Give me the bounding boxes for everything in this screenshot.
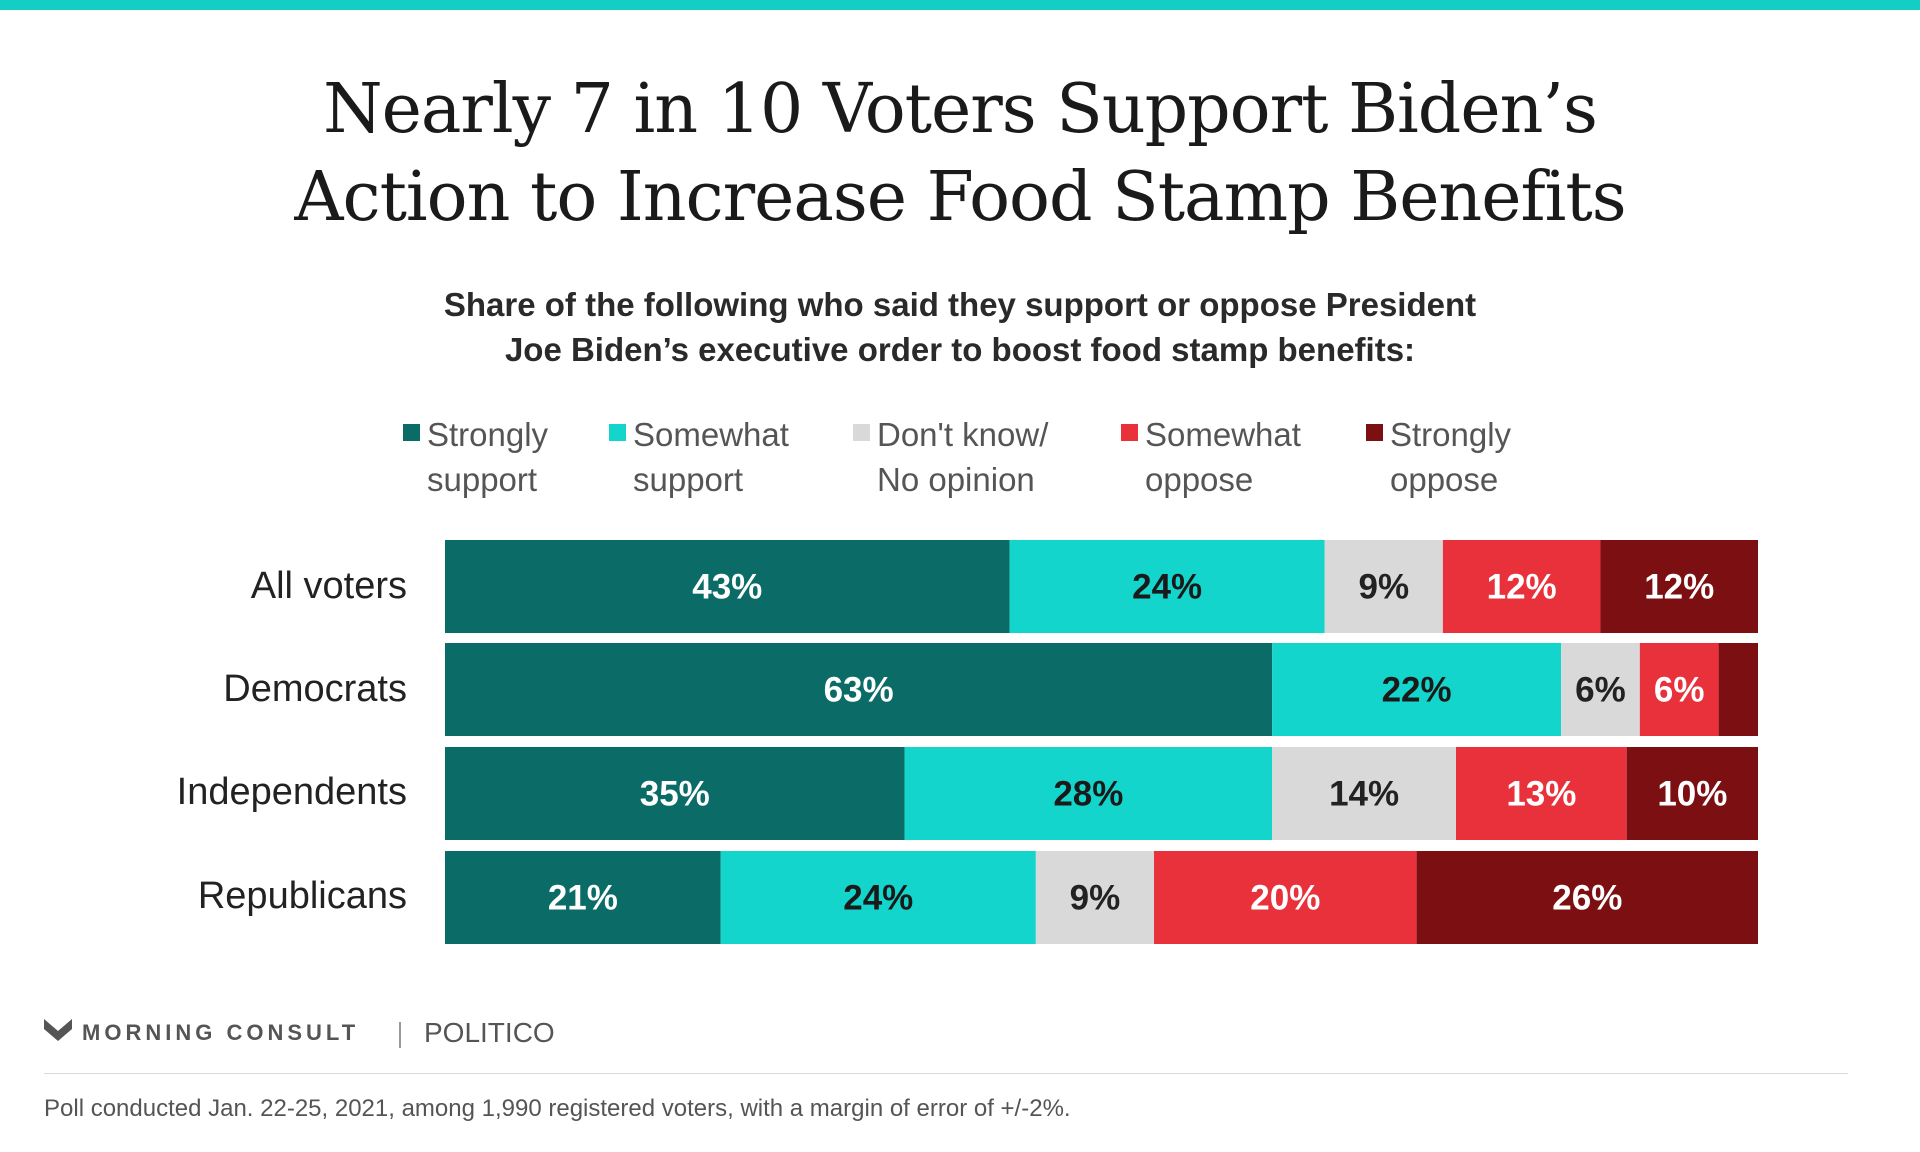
- chart-subtitle-line-2: Joe Biden’s executive order to boost foo…: [504, 331, 1416, 368]
- chart-subtitle: Share of the following who said they sup…: [0, 282, 1920, 372]
- legend-label-line-1: Strongly: [1390, 416, 1512, 453]
- chart-title-line-1: Nearly 7 in 10 Voters Support Biden’s: [323, 70, 1598, 149]
- bar-segment: [1272, 747, 1457, 840]
- bar-value-label: 9%: [1358, 568, 1409, 607]
- legend-swatch: [1366, 424, 1383, 441]
- bar-value-label: 43%: [692, 568, 762, 607]
- bar-value-label: 6%: [1654, 671, 1705, 710]
- bar-value-label: 9%: [1070, 879, 1121, 918]
- bar-segment: [904, 747, 1273, 840]
- legend-label-line-2: oppose: [1145, 461, 1254, 498]
- bar-segment: [445, 540, 1010, 633]
- bar-value-label: 21%: [548, 879, 618, 918]
- legend-label: Somewhat oppose: [1145, 412, 1301, 502]
- bar-value-label: 12%: [1644, 568, 1714, 607]
- bar-value-label: 26%: [1552, 879, 1622, 918]
- legend-label-line-1: Strongly: [427, 416, 549, 453]
- bar-value-label: 24%: [843, 879, 913, 918]
- legend-label: Somewhat support: [633, 412, 789, 502]
- bar-segment: [1600, 540, 1758, 633]
- bar-value-label: 28%: [1053, 775, 1123, 814]
- legend-label: Strongly support: [427, 412, 548, 502]
- bar-segment: [720, 851, 1036, 944]
- legend-swatch: [403, 424, 420, 441]
- legend-label: Don't know/ No opinion: [877, 412, 1048, 502]
- bar-segment: [445, 643, 1273, 736]
- bar-value-label: 14%: [1329, 775, 1399, 814]
- bar-value-label: 6%: [1575, 671, 1626, 710]
- bar-segment: [1154, 851, 1417, 944]
- chart-title: Nearly 7 in 10 Voters Support Biden’s Ac…: [0, 66, 1920, 242]
- legend-label-line-1: Don't know/: [877, 416, 1049, 453]
- legend-label-line-2: support: [633, 461, 744, 498]
- legend-label-line-2: oppose: [1390, 461, 1499, 498]
- morning-consult-logo-icon: [44, 1019, 72, 1041]
- bar-value-label: 12%: [1487, 568, 1557, 607]
- bar-segment: [1626, 747, 1758, 840]
- bar-value-label: 10%: [1657, 775, 1727, 814]
- bar-value-label: 13%: [1506, 775, 1576, 814]
- source-note: Poll conducted Jan. 22-25, 2021, among 1…: [44, 1095, 1071, 1122]
- bar-segment: [445, 747, 905, 840]
- legend-label-line-1: Somewhat: [1145, 416, 1301, 453]
- bar-segment: [1639, 643, 1719, 736]
- bar-segment: [1035, 851, 1155, 944]
- legend-label-line-2: No opinion: [877, 461, 1035, 498]
- bar-segment: [1009, 540, 1325, 633]
- bar-segment: [1416, 851, 1758, 944]
- partner-name: POLITICO: [424, 1017, 555, 1048]
- bar-segment: [1272, 643, 1562, 736]
- bar-segment: [1718, 643, 1758, 736]
- bar-segment: [1561, 643, 1640, 736]
- legend-label: Strongly oppose: [1390, 412, 1511, 502]
- legend-label-line-1: Somewhat: [633, 416, 789, 453]
- top-accent-bar: [0, 0, 1920, 10]
- bar-value-label: 22%: [1382, 671, 1452, 710]
- row-label-independents: Independents: [176, 771, 407, 813]
- bar-segment: [445, 851, 721, 944]
- bar-value-label: 24%: [1132, 568, 1202, 607]
- legend-swatch: [1121, 424, 1138, 441]
- bar-segment: [1442, 540, 1601, 633]
- bar-value-label: 63%: [824, 671, 894, 710]
- legend-label-line-2: support: [427, 461, 538, 498]
- row-label-republicans: Republicans: [197, 875, 407, 917]
- row-label-democrats: Democrats: [223, 668, 407, 710]
- brand-divider: [399, 1022, 401, 1048]
- bar-segment: [1324, 540, 1443, 633]
- bar-segment: [1456, 747, 1627, 840]
- brand-name: MORNING CONSULT: [82, 1020, 360, 1045]
- legend-swatch: [609, 424, 626, 441]
- footer-divider: [44, 1073, 1848, 1074]
- stacked-bar-chart: 43% 24% 9% 12% 12% 63% 22% 6% 6% 35% 28% 14% 13% 10% 2…: [445, 540, 1758, 944]
- chart-subtitle-line-1: Share of the following who said they sup…: [443, 286, 1477, 323]
- bar-value-label: 35%: [640, 775, 710, 814]
- chart-title-line-2: Action to Increase Food Stamp Benefits: [294, 158, 1626, 237]
- row-label-all-voters: All voters: [250, 565, 407, 607]
- bar-value-label: 20%: [1250, 879, 1320, 918]
- legend-swatch: [853, 424, 870, 441]
